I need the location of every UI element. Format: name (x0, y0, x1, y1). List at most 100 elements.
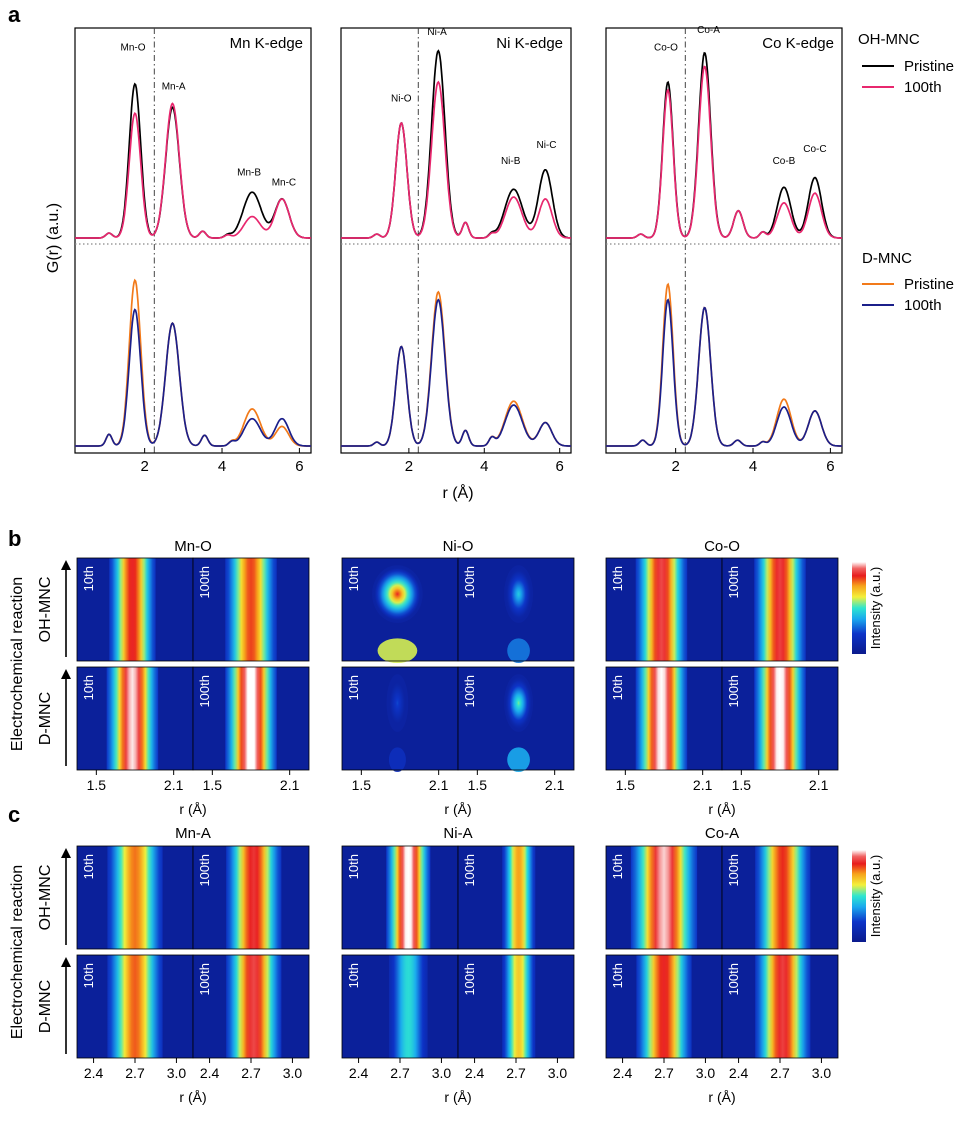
peak-label: Ni-B (501, 156, 521, 167)
x-tick-label: 2.4 (200, 1065, 220, 1081)
x-tick-label: 2.7 (125, 1065, 145, 1081)
peak-label: Mn-O (121, 43, 146, 54)
x-tick-label: 1.5 (732, 777, 752, 793)
cycle-label: 100th (726, 963, 741, 996)
panel-letter-c: c (8, 802, 20, 827)
x-tick-label: 3.0 (283, 1065, 303, 1081)
cycle-label: 10th (346, 854, 361, 879)
cycle-label: 10th (81, 675, 96, 700)
cycle-label: 100th (462, 963, 477, 996)
cycle-label: 10th (81, 566, 96, 591)
heatmap-cell: 100th (457, 954, 575, 1059)
peak-label: Ni-C (536, 140, 556, 151)
x-tick-label: 2 (140, 458, 148, 475)
cycle-label: 10th (346, 963, 361, 988)
legend-d-100th-label: 100th (904, 297, 942, 314)
d-mnc-100th-line (341, 298, 571, 447)
cycle-label: 100th (462, 854, 477, 887)
plot-frame (74, 27, 312, 454)
intensity-band (386, 674, 409, 732)
x-axis-label: r (Å) (179, 801, 206, 817)
rdf-panel-2: Ni K-edge Ni-O Ni-A Ni-B Ni-C 2 4 6 (340, 27, 572, 475)
row-label: OH-MNC (37, 865, 54, 931)
peak-label: Mn-A (162, 82, 186, 93)
arrow-head (61, 669, 71, 679)
heatmap-y-axis-label: Electrochemical reaction (9, 577, 26, 751)
intensity-band (107, 846, 163, 949)
x-tick-label: 2.1 (429, 777, 449, 793)
x-tick-label: 2.7 (654, 1065, 674, 1081)
x-axis-label: r (Å) (444, 801, 471, 817)
x-tick-label: 2.1 (280, 777, 300, 793)
heatmap-frame (721, 557, 839, 662)
intensity-band (502, 955, 536, 1058)
rdf-line-plots: Mn K-edge Mn-O Mn-A Mn-B Mn-C 2 4 6 Ni K-edge Ni-… (45, 25, 843, 502)
x-tick-label: 3.0 (432, 1065, 452, 1081)
legend-d-title: D-MNC (862, 250, 912, 267)
heatmap-cell: 10th (605, 954, 723, 1059)
d-mnc-100th-line (606, 298, 842, 447)
intensity-band (109, 558, 156, 661)
intensity-band (386, 846, 431, 949)
heatmap-cell: 10th (76, 845, 194, 950)
heatmap-cell: 100th (721, 666, 839, 771)
plot-frame (340, 27, 572, 454)
legend-d-mnc: D-MNC Pristine 100th (862, 250, 954, 314)
intensity-band (372, 565, 423, 623)
heatmap-cell: 10th (76, 666, 194, 771)
x-tick-label: 2.7 (390, 1065, 410, 1081)
panel-title: Mn K-edge (230, 35, 303, 52)
heatmaps-c: Mn-A 10th 100th 10th 100th 2.4 2.7 3.0 2.4 2.7 3.0… (9, 825, 883, 1105)
x-tick-label: 6 (826, 458, 834, 475)
colorbar-label: Intensity (a.u.) (868, 567, 883, 649)
heatmap-title: Ni-O (443, 538, 474, 555)
heatmap-cell: 10th (605, 557, 723, 662)
intensity-band (635, 667, 688, 770)
heatmap-frame (457, 845, 575, 950)
row-label: D-MNC (37, 692, 54, 745)
legend-oh-mnc: OH-MNC Pristine 100th (858, 31, 954, 96)
d-mnc-pristine-line (75, 278, 311, 447)
cycle-label: 100th (197, 566, 212, 599)
colorbar-label: Intensity (a.u.) (868, 855, 883, 937)
heatmap-cell: 10th (605, 666, 723, 771)
heatmap-frame (721, 666, 839, 771)
x-tick-label: 2.1 (809, 777, 829, 793)
heatmap-title: Ni-A (443, 825, 472, 842)
x-tick-label: 2.4 (465, 1065, 485, 1081)
rdf-panel-1: Mn K-edge Mn-O Mn-A Mn-B Mn-C 2 4 6 (74, 27, 312, 475)
cycle-label: 10th (610, 963, 625, 988)
heatmap-title: Co-A (705, 825, 739, 842)
intensity-band (755, 846, 811, 949)
intensity-band (635, 558, 688, 661)
cycle-label: 100th (462, 566, 477, 599)
panel-letter-b: b (8, 526, 21, 551)
peak-label: Ni-A (427, 27, 447, 38)
row-label: D-MNC (37, 980, 54, 1033)
heatmap-cell: 10th (341, 954, 459, 1059)
x-axis-label: r (Å) (444, 1089, 471, 1105)
cycle-label: 10th (610, 854, 625, 879)
x-tick-label: 2.1 (693, 777, 713, 793)
d-mnc-pristine-line (606, 282, 842, 447)
x-tick-label: 2.1 (545, 777, 565, 793)
peak-label: Co-B (773, 156, 796, 167)
cycle-label: 10th (81, 963, 96, 988)
arrow-head (61, 848, 71, 858)
x-tick-label: 6 (295, 458, 303, 475)
peak-label: Ni-O (391, 93, 412, 104)
heatmap-cell: 100th (457, 557, 575, 664)
oh-mnc-100th-line (341, 80, 571, 239)
legend-d-pristine-label: Pristine (904, 276, 954, 293)
x-axis-label: r (Å) (442, 483, 473, 502)
x-tick-label: 2.7 (506, 1065, 526, 1081)
intensity-colorbar (852, 850, 866, 942)
cycle-label: 100th (197, 854, 212, 887)
x-tick-label: 2.7 (241, 1065, 261, 1081)
heatmap-frame (457, 557, 575, 662)
intensity-band (225, 667, 277, 770)
panel-title: Ni K-edge (496, 35, 563, 52)
rdf-panel-3: Co K-edge Co-O Co-A Co-B Co-C 2 4 6 (605, 25, 843, 475)
legend-oh-100th-label: 100th (904, 79, 942, 96)
peak-label: Co-A (697, 25, 720, 36)
